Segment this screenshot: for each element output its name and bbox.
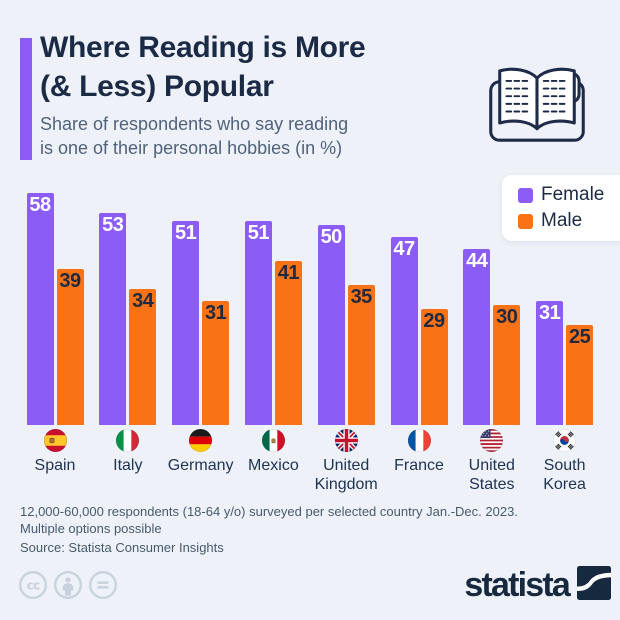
bar-female-france: 47	[390, 237, 418, 425]
flag-mexico	[261, 429, 285, 452]
bar-male-italy: 34	[129, 289, 157, 425]
bar-female-spain: 58	[26, 193, 54, 425]
bar-pair-united-states: 44 30	[463, 185, 521, 425]
bar-pair-spain: 58 39	[26, 185, 84, 425]
legend: Female Male	[502, 175, 620, 241]
legend-label-female: Female	[541, 184, 605, 205]
country-label-germany: Germany	[167, 457, 234, 474]
bar-pair-italy: 53 34	[99, 185, 157, 425]
chart-column-germany: 51 31 Germany	[164, 185, 237, 475]
country-label-south-korea: South Korea	[543, 457, 586, 493]
bar-pair-united-kingdom: 50 35	[317, 185, 375, 425]
statista-logo: statista	[464, 566, 611, 605]
statista-logo-mark-icon	[577, 566, 611, 605]
bar-female-mexico: 51	[244, 221, 272, 425]
legend-item-male: Male	[518, 210, 620, 232]
bar-male-france: 29	[420, 309, 448, 425]
cc-icon: cc	[18, 570, 48, 605]
open-book-icon	[487, 58, 587, 149]
bar-male-spain: 39	[56, 269, 84, 425]
chart-column-spain: 58 39 Spain	[19, 185, 92, 475]
country-label-united-kingdom: United Kingdom	[314, 457, 378, 493]
title-line-2: (& Less) Popular	[40, 70, 274, 103]
svg-text:cc: cc	[27, 577, 40, 592]
bar-pair-mexico: 51 41	[244, 185, 302, 425]
bar-male-south-korea: 25	[566, 325, 594, 425]
bar-pair-france: 47 29	[390, 185, 448, 425]
chart-column-united-states: 44 30 United States	[455, 185, 528, 494]
bar-chart: 58 39 Spain 53 34 Italy 51 31 Germany 51 41 Mexico 5…	[0, 185, 620, 493]
subtitle-line-2: is one of their personal hobbies (in %)	[40, 138, 343, 158]
license-icons: cc	[18, 570, 118, 605]
title-line-1: Where Reading is More	[40, 31, 366, 64]
country-label-italy: Italy	[113, 457, 143, 474]
flag-united-kingdom	[334, 429, 358, 452]
bar-male-united-kingdom: 35	[347, 285, 375, 425]
title-accent-bar	[20, 38, 32, 160]
equals-icon	[88, 570, 118, 605]
country-label-united-states: United States	[468, 457, 515, 493]
bar-female-germany: 51	[172, 221, 200, 425]
bar-female-united-states: 44	[463, 249, 491, 425]
bar-female-italy: 53	[99, 213, 127, 425]
country-label-mexico: Mexico	[248, 457, 299, 474]
bar-pair-germany: 51 31	[172, 185, 230, 425]
page-title: Where Reading is More (& Less) Popular	[40, 28, 366, 106]
country-label-france: France	[394, 457, 444, 474]
footer-note-line-2: Multiple options possible	[20, 521, 162, 536]
attribution-person-icon	[53, 570, 83, 605]
chart-column-south-korea: 31 25 South Korea	[528, 185, 601, 494]
bar-female-south-korea: 31	[536, 301, 564, 425]
page-subtitle: Share of respondents who say reading is …	[40, 112, 348, 160]
flag-south-korea	[553, 429, 577, 452]
flag-france	[407, 429, 431, 452]
bar-male-united-states: 30	[493, 305, 521, 425]
bar-pair-south-korea: 31 25	[536, 185, 594, 425]
flag-germany	[189, 429, 213, 452]
legend-label-male: Male	[541, 210, 583, 231]
chart-column-united-kingdom: 50 35 United Kingdom	[310, 185, 383, 494]
footer-notes: 12,000-60,000 respondents (18-64 y/o) su…	[20, 503, 605, 556]
country-label-spain: Spain	[34, 457, 76, 474]
flag-united-states	[480, 429, 504, 452]
legend-item-female: Female	[518, 184, 620, 206]
bar-male-germany: 31	[202, 301, 230, 425]
chart-column-mexico: 51 41 Mexico	[237, 185, 310, 475]
footer-note-line-1: 12,000-60,000 respondents (18-64 y/o) su…	[20, 504, 518, 519]
flag-spain	[43, 429, 67, 452]
footer-source: Source: Statista Consumer Insights	[20, 540, 224, 555]
legend-swatch-male-icon	[518, 213, 533, 229]
subtitle-line-1: Share of respondents who say reading	[40, 114, 349, 134]
legend-swatch-female-icon	[518, 187, 533, 203]
chart-column-france: 47 29 France	[383, 185, 456, 475]
statista-wordmark: statista	[464, 566, 570, 604]
bar-female-united-kingdom: 50	[317, 225, 345, 425]
bar-male-mexico: 41	[274, 261, 302, 425]
flag-italy	[116, 429, 140, 452]
chart-column-italy: 53 34 Italy	[91, 185, 164, 475]
